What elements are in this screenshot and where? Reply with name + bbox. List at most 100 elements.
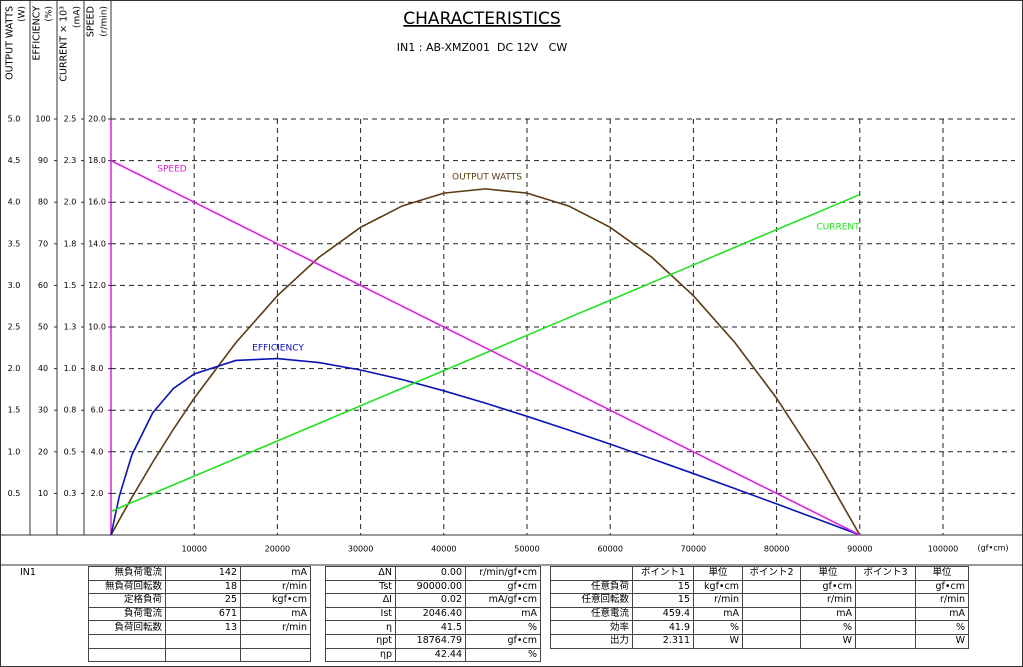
table-cell: r/min bbox=[800, 593, 856, 608]
y-tick-label: 6.0 bbox=[91, 406, 104, 415]
table-cell bbox=[855, 593, 916, 608]
table-cell: 任意電流 bbox=[550, 606, 633, 622]
table-cell: gf•cm bbox=[915, 579, 969, 595]
x-tick-label: 20000 bbox=[265, 545, 290, 554]
table-cell bbox=[550, 566, 633, 581]
table-cell bbox=[855, 633, 916, 649]
series-line bbox=[110, 357, 861, 536]
table-row bbox=[88, 633, 311, 649]
x-tick-label: 100000 bbox=[928, 545, 959, 554]
y-tick-label: 3.0 bbox=[8, 281, 21, 290]
axis-unit: (mA) bbox=[73, 6, 83, 28]
table-cell bbox=[742, 606, 801, 622]
table-cell: 負荷回転数 bbox=[88, 620, 166, 635]
y-tick-label: 1.3 bbox=[64, 323, 77, 332]
table-cell: 0.00 bbox=[395, 566, 466, 581]
table-cell: gf•cm bbox=[465, 579, 541, 595]
y-tick-label: 0.5 bbox=[64, 447, 77, 456]
y-tick-label: 70 bbox=[38, 239, 48, 248]
axis-title: EFFICIENCY bbox=[32, 6, 43, 61]
table-cell bbox=[742, 579, 801, 595]
y-tick-label: 80 bbox=[38, 198, 48, 207]
table-row: 任意回転数 15 r/min r/min r/min bbox=[550, 593, 969, 608]
y-tick-label: 1.0 bbox=[8, 447, 21, 456]
table-cell bbox=[165, 647, 241, 663]
table-cell: Ist bbox=[325, 606, 396, 622]
y-tick-label: 20.0 bbox=[88, 115, 106, 124]
y-tick-label: 8.0 bbox=[91, 364, 104, 373]
table-cell: 41.9 bbox=[632, 620, 694, 635]
table-cell: ηp bbox=[325, 647, 396, 663]
x-tick-label: 50000 bbox=[514, 545, 539, 554]
table-cell: mA bbox=[240, 606, 311, 622]
axis-unit: (W) bbox=[18, 6, 28, 22]
table-cell: 90000.00 bbox=[395, 579, 466, 595]
series-label: OUTPUT WATTS bbox=[452, 173, 522, 183]
axis-title: CURRENT × 10³ bbox=[59, 6, 70, 82]
series-label: SPEED bbox=[157, 165, 187, 175]
table-row: ηpt 18764.79 gf•cm bbox=[325, 633, 541, 649]
x-tick-label: 10000 bbox=[181, 545, 206, 554]
table-cell: mA bbox=[240, 566, 311, 581]
table-cell: 459.4 bbox=[632, 606, 694, 622]
table-cell bbox=[88, 647, 166, 663]
table-row bbox=[88, 647, 311, 663]
chart-subtitle: IN1 : AB-XMZ001 DC 12V CW bbox=[397, 41, 568, 54]
axis-unit: (r/min) bbox=[100, 6, 110, 37]
y-tick-label: 16.0 bbox=[88, 198, 106, 207]
x-tick-label: 30000 bbox=[348, 545, 373, 554]
y-tick-label: 10.0 bbox=[88, 323, 106, 332]
table-cell: mA bbox=[800, 606, 856, 622]
series-line bbox=[110, 188, 861, 536]
x-axis-label: (gf•cm) bbox=[977, 544, 1008, 553]
table-cell: mA bbox=[693, 606, 743, 622]
y-tick-label: 2.0 bbox=[64, 198, 77, 207]
table-row: ΔI 0.02 mA/gf•cm bbox=[325, 593, 541, 608]
y-tick-label: 1.8 bbox=[64, 239, 77, 248]
table-cell: 単位 bbox=[915, 566, 969, 581]
y-tick-label: 2.0 bbox=[91, 489, 104, 498]
table-row: ポイント1 単位 ポイント2 単位 ポイント3 単位 bbox=[550, 566, 969, 581]
y-tick-label: 18.0 bbox=[88, 156, 106, 165]
axis-unit: (%) bbox=[45, 6, 55, 22]
table-middle: ΔN 0.00 r/min/gf•cm Tst 90000.00 gf•cm ΔI 0.02 m… bbox=[325, 566, 541, 663]
table-cell bbox=[240, 633, 311, 649]
table-cell: mA bbox=[465, 606, 541, 622]
table-row: 任意電流 459.4 mA mA mA bbox=[550, 606, 969, 622]
table-cell bbox=[240, 647, 311, 663]
y-tick-label: 1.5 bbox=[8, 406, 21, 415]
table-row: Tst 90000.00 gf•cm bbox=[325, 579, 541, 595]
table-cell: kgf•cm bbox=[240, 593, 311, 608]
table-cell: W bbox=[915, 633, 969, 649]
table-cell: r/min bbox=[240, 620, 311, 635]
table-cell: η bbox=[325, 620, 396, 635]
table-row: 出力 2.311 W W W bbox=[550, 633, 969, 649]
y-tick-label: 40 bbox=[38, 364, 48, 373]
table-cell: r/min bbox=[915, 593, 969, 608]
table-cell: 無負荷回転数 bbox=[88, 579, 166, 595]
table-row: 無負荷回転数 18 r/min bbox=[88, 579, 311, 595]
table-cell: 15 bbox=[632, 593, 694, 608]
y-tick-label: 20 bbox=[38, 447, 48, 456]
y-tick-label: 90 bbox=[38, 156, 48, 165]
table-cell: 定格負荷 bbox=[88, 593, 166, 608]
table-cell: 25 bbox=[165, 593, 241, 608]
table-cell: Tst bbox=[325, 579, 396, 595]
table-cell: 18764.79 bbox=[395, 633, 466, 649]
table-cell: 15 bbox=[632, 579, 694, 595]
y-tick-label: 10 bbox=[38, 489, 48, 498]
table-cell: 単位 bbox=[800, 566, 856, 581]
table-cell: % bbox=[465, 647, 541, 663]
table-cell bbox=[855, 606, 916, 622]
chart-title: CHARACTERISTICS bbox=[403, 9, 560, 29]
y-tick-label: 5.0 bbox=[8, 115, 21, 124]
table-cell: 13 bbox=[165, 620, 241, 635]
table-cell: mA/gf•cm bbox=[465, 593, 541, 608]
table-cell: W bbox=[800, 633, 856, 649]
y-tick-label: 1.5 bbox=[64, 281, 77, 290]
y-tick-label: 50 bbox=[38, 323, 48, 332]
table-cell bbox=[165, 633, 241, 649]
table-cell: 2046.40 bbox=[395, 606, 466, 622]
